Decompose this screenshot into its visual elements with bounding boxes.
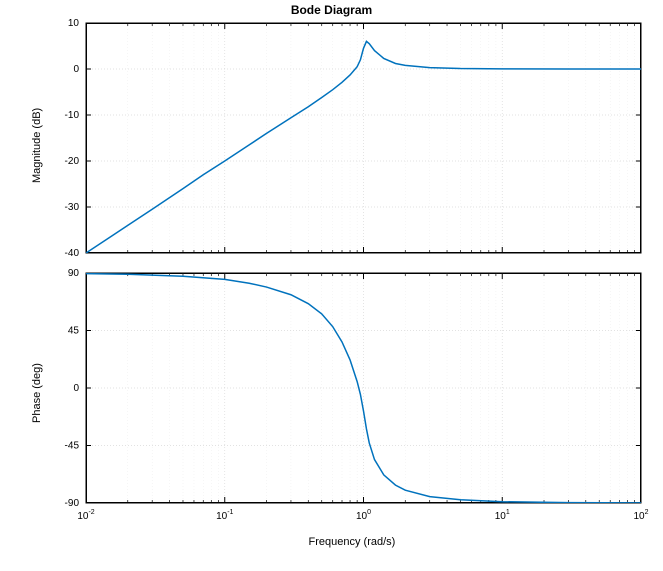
y-tick-label: 0 <box>73 383 79 394</box>
y-tick-label: -40 <box>65 248 80 259</box>
y-tick-label: 45 <box>68 326 80 337</box>
x-tick-label: 101 <box>495 509 510 522</box>
y-tick-label: -45 <box>65 441 80 452</box>
y-tick-label: -20 <box>65 156 80 167</box>
x-tick-label: 10-2 <box>77 509 94 522</box>
x-tick-label: 10-1 <box>216 509 233 522</box>
y-tick-label: 0 <box>73 64 79 75</box>
bode-figure: Bode Diagram Magnitude (dB) Phase (deg) … <box>0 0 663 571</box>
x-tick-label: 102 <box>633 509 648 522</box>
y-tick-label: 90 <box>68 268 80 279</box>
y-tick-label: -10 <box>65 110 80 121</box>
y-tick-label: -90 <box>65 498 80 509</box>
plot-overlay: -40 -30 -20 -10 0 10 -90 -45 0 45 90 10-2 10-1 100 101… <box>0 0 663 571</box>
x-tick-label: 100 <box>356 509 371 522</box>
y-tick-label: -30 <box>65 202 80 213</box>
y-tick-label: 10 <box>68 18 80 29</box>
